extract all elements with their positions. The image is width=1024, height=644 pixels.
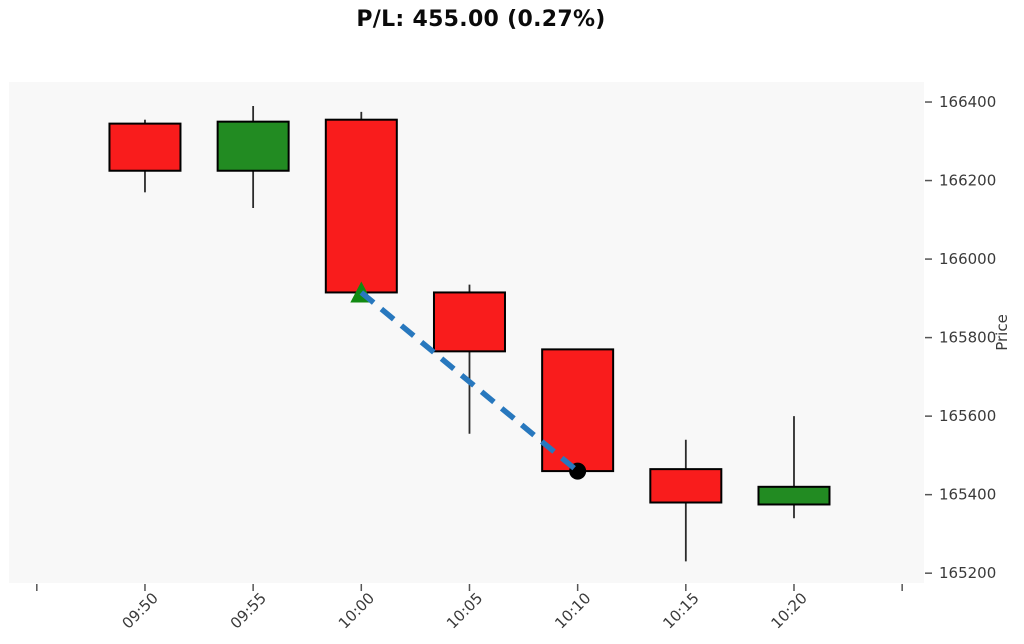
y-tick-label: 165800 bbox=[939, 329, 996, 347]
y-tick-label: 165400 bbox=[939, 486, 996, 504]
candle-0955 bbox=[216, 105, 290, 209]
candle-body bbox=[649, 468, 723, 504]
candle-1015 bbox=[649, 439, 723, 562]
chart-title: P/L: 455.00 (0.27%) bbox=[356, 7, 606, 32]
candle-body bbox=[324, 118, 398, 294]
x-tick-label: 10:20 bbox=[768, 589, 811, 632]
y-tick-label: 166000 bbox=[939, 250, 996, 268]
x-tick-label: 09:50 bbox=[118, 589, 161, 632]
y-axis-label: Price bbox=[993, 314, 1011, 351]
x-tick-label: 10:00 bbox=[335, 589, 378, 632]
y-tick-label: 165200 bbox=[939, 564, 996, 582]
x-tick-label: 10:10 bbox=[551, 589, 594, 632]
y-tick-label: 165600 bbox=[939, 407, 996, 425]
candle-body bbox=[432, 291, 506, 353]
candle-body bbox=[216, 120, 290, 172]
y-tick-label: 166400 bbox=[939, 93, 996, 111]
trade-connector-line bbox=[359, 290, 580, 474]
candle-1020 bbox=[757, 416, 831, 519]
candle-body bbox=[108, 122, 182, 172]
candle-1010 bbox=[541, 348, 615, 474]
y-tick-label: 166200 bbox=[939, 172, 996, 190]
x-tick-label: 09:55 bbox=[227, 589, 270, 632]
x-tick-label: 10:05 bbox=[443, 589, 486, 632]
candle-1000 bbox=[324, 111, 398, 294]
candle-0950 bbox=[108, 119, 182, 193]
candle-1005 bbox=[432, 284, 506, 434]
candle-body bbox=[757, 485, 831, 506]
x-tick-label: 10:15 bbox=[659, 589, 702, 632]
